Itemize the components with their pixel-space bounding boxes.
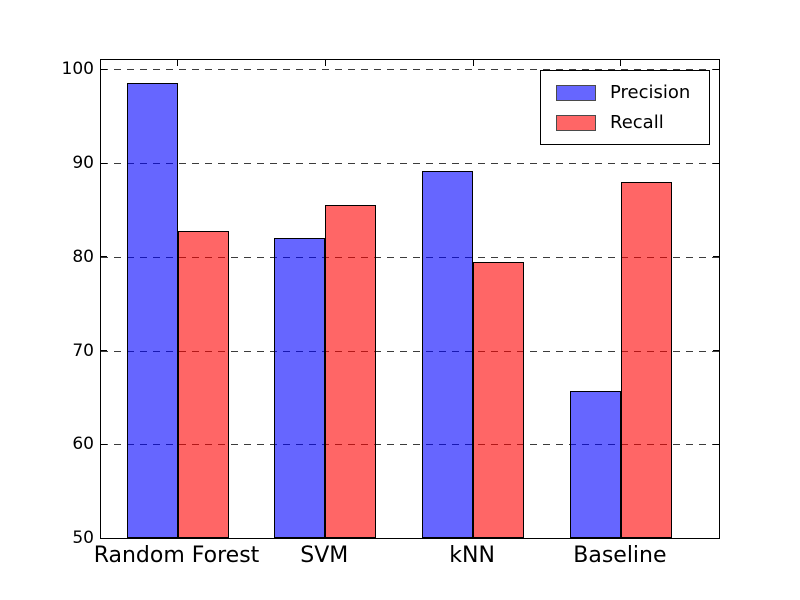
- bar-recall-knn: [473, 261, 525, 538]
- ytick-label-80: 80: [72, 246, 94, 267]
- xtick-top-svm: [324, 60, 326, 66]
- ytick-left-50: [101, 537, 107, 539]
- ytick-label-90: 90: [72, 153, 94, 174]
- gridline-80: [101, 256, 719, 258]
- xtick-bottom-random-forest: [177, 532, 178, 538]
- legend-label-recall: Recall: [610, 111, 664, 133]
- bar-precision-knn: [422, 170, 474, 538]
- bar-recall-svm: [325, 205, 377, 538]
- bar-recall-baseline: [620, 181, 672, 538]
- xtick-label-svm: SVM: [300, 543, 349, 568]
- ytick-left-70: [101, 350, 107, 352]
- gridline-100: [101, 69, 719, 71]
- ytick-right-100: [713, 68, 719, 70]
- legend-swatch-recall: [556, 114, 596, 131]
- bar-recall-random-forest: [177, 230, 229, 538]
- ytick-left-80: [101, 256, 107, 258]
- xtick-top-knn: [472, 60, 474, 66]
- ytick-right-70: [713, 350, 719, 352]
- gridline-90: [101, 163, 719, 165]
- legend-label-precision: Precision: [610, 81, 691, 103]
- ytick-left-90: [101, 162, 107, 164]
- xtick-bottom-baseline: [620, 532, 622, 538]
- bar-precision-baseline: [569, 390, 621, 538]
- gridlines-layer: [101, 60, 719, 538]
- bars-layer: [101, 60, 719, 538]
- xtick-label-knn: kNN: [449, 543, 495, 568]
- ytick-right-80: [713, 256, 719, 258]
- bar-precision-svm: [274, 238, 326, 538]
- xtick-bottom-knn: [472, 532, 474, 538]
- ytick-label-50: 50: [72, 528, 94, 548]
- ytick-label-60: 60: [72, 434, 94, 455]
- legend-item-recall: Recall: [556, 111, 709, 133]
- ytick-right-90: [713, 162, 719, 164]
- xtick-top-baseline: [620, 60, 622, 66]
- bar-precision-random-forest: [126, 83, 178, 538]
- xtick-bottom-svm: [324, 532, 326, 538]
- xtick-label-random-forest: Random Forest: [93, 543, 260, 568]
- gridline-60: [101, 444, 719, 446]
- xtick-top-random-forest: [177, 60, 178, 66]
- ytick-left-60: [101, 443, 107, 445]
- legend: Precision Recall: [540, 70, 710, 145]
- ticks-layer: [101, 60, 719, 539]
- ytick-label-70: 70: [72, 340, 94, 361]
- ytick-right-50: [713, 537, 719, 539]
- ytick-right-60: [713, 443, 719, 445]
- ytick-left-100: [101, 68, 107, 70]
- legend-swatch-precision: [556, 84, 596, 101]
- ytick-label-100: 100: [61, 59, 94, 80]
- gridline-70: [101, 350, 719, 352]
- legend-item-precision: Precision: [556, 81, 709, 103]
- xtick-label-baseline: Baseline: [573, 543, 667, 568]
